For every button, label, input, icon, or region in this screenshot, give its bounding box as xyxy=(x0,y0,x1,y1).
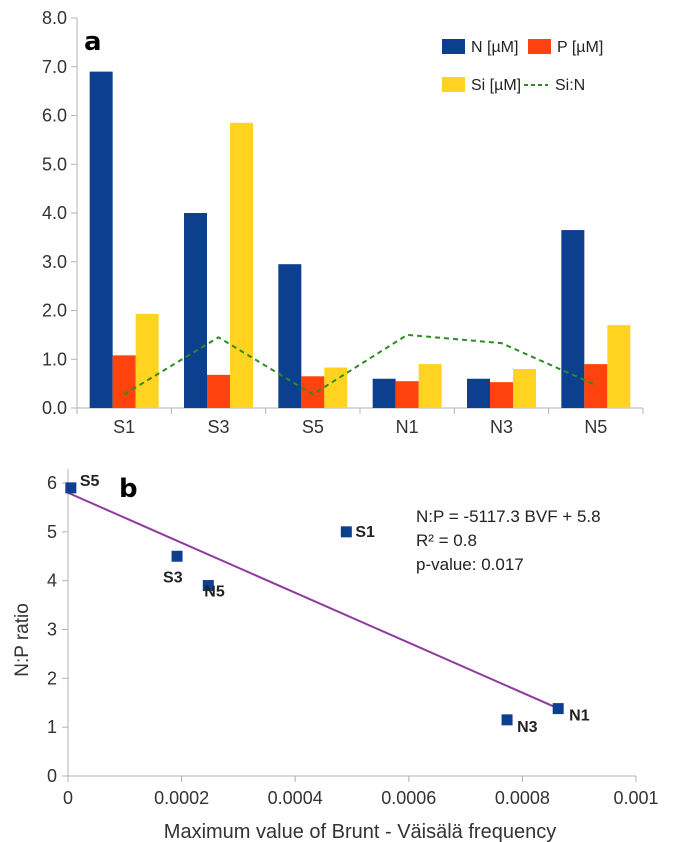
bar-N3-1 xyxy=(490,382,513,408)
y-tick-label: 2.0 xyxy=(42,301,67,321)
x-tick-label: S3 xyxy=(207,417,229,437)
y-tick-label: 4 xyxy=(47,571,57,591)
panel-b-regression-annotation: N:P = -5117.3 BVF + 5.8 R² = 0.8 p-value: … xyxy=(416,507,601,574)
point-label-S1: S1 xyxy=(355,524,375,541)
y-tick-label: 3.0 xyxy=(42,252,67,272)
bar-S3-2 xyxy=(230,122,253,408)
x-tick-label: N3 xyxy=(490,417,513,437)
point-S5 xyxy=(65,482,77,494)
panel-b-scatter-chart: b S5 S1 S3 N5 N1 N3 0 1 2 3 4 5 6 0 0.0002 0.0004 0.000… xyxy=(12,469,659,842)
panel-b-axes xyxy=(62,469,637,782)
x-tick-label: 0.0002 xyxy=(154,788,209,808)
si-n-ratio-line xyxy=(123,333,597,396)
point-label-N5: N5 xyxy=(204,584,225,601)
y-tick-label: 0.0 xyxy=(42,398,67,418)
legend-swatch-0 xyxy=(442,39,465,54)
x-tick-label: 0.0006 xyxy=(381,788,436,808)
panel-b-points: S5 S1 S3 N5 N1 N3 xyxy=(65,473,590,736)
y-tick-label: 0 xyxy=(47,766,57,786)
panel-a-axes xyxy=(71,17,644,414)
y-tick-label: 5.0 xyxy=(42,154,67,174)
panel-a-ratio-line xyxy=(123,333,597,396)
bar-S1-0 xyxy=(89,71,113,408)
regression-annotation-0: N:P = -5117.3 BVF + 5.8 xyxy=(416,507,601,526)
bar-N5-2 xyxy=(607,325,631,408)
regression-annotation-1: R² = 0.8 xyxy=(416,531,477,550)
legend-label-3: Si:N xyxy=(555,77,585,94)
panel-b-letter: b xyxy=(119,474,138,504)
bar-N3-0 xyxy=(467,378,490,408)
bar-S1-1 xyxy=(112,355,136,408)
point-N1 xyxy=(552,703,564,715)
panel-a-bars xyxy=(89,71,631,408)
y-axis-title: N:P ratio xyxy=(12,603,33,677)
point-label-S3: S3 xyxy=(163,569,183,586)
bar-N1-2 xyxy=(418,364,442,408)
panel-a-tick-labels: 0.0 1.0 2.0 3.0 4.0 5.0 6.0 7.0 8.0 S1 S3 S5 N1 N3 N5 xyxy=(42,8,607,437)
x-tick-label: N5 xyxy=(584,417,607,437)
y-tick-label: 8.0 xyxy=(42,8,67,28)
x-tick-label: 0 xyxy=(63,788,73,808)
x-tick-label: N1 xyxy=(396,417,419,437)
point-N5 xyxy=(202,580,214,592)
x-tick-label: 0.0004 xyxy=(268,788,323,808)
y-tick-label: 2 xyxy=(47,668,57,688)
x-tick-label: S5 xyxy=(302,417,324,437)
point-label-S5: S5 xyxy=(80,473,100,490)
point-label-N1: N1 xyxy=(569,708,590,725)
bar-N5-1 xyxy=(584,364,608,408)
bar-S5-1 xyxy=(301,376,325,408)
panel-b-trendline xyxy=(67,491,560,710)
x-tick-label: S1 xyxy=(113,417,135,437)
legend-label-0: N [µM] xyxy=(471,39,518,56)
panel-a-letter: a xyxy=(84,27,102,57)
bar-S5-2 xyxy=(324,367,348,408)
bar-S5-0 xyxy=(278,264,302,408)
y-tick-label: 1.0 xyxy=(42,349,67,369)
bar-S3-0 xyxy=(184,213,207,408)
y-tick-label: 6 xyxy=(47,473,57,493)
panel-a-legend: N [µM] P [µM] Si [µM] Si:N xyxy=(442,39,603,94)
legend-swatch-1 xyxy=(528,39,551,54)
x-axis-title: Maximum value of Brunt - Väisälä frequen… xyxy=(164,821,556,842)
y-tick-label: 6.0 xyxy=(42,106,67,126)
legend-label-1: P [µM] xyxy=(557,39,603,56)
panel-b-tick-labels: 0 1 2 3 4 5 6 0 0.0002 0.0004 0.0006 0.0008 0.001 xyxy=(47,473,659,808)
y-tick-label: 7.0 xyxy=(42,57,67,77)
bar-N1-1 xyxy=(395,381,419,408)
y-tick-label: 1 xyxy=(47,717,57,737)
y-tick-label: 4.0 xyxy=(42,203,67,223)
y-tick-label: 5 xyxy=(47,522,57,542)
bar-N5-0 xyxy=(561,230,585,408)
point-S3 xyxy=(171,550,183,562)
point-S1 xyxy=(340,526,352,538)
regression-line xyxy=(67,491,560,710)
x-tick-label: 0.0008 xyxy=(495,788,550,808)
bar-N3-2 xyxy=(513,369,536,408)
legend-label-2: Si [µM] xyxy=(471,77,521,94)
point-N3 xyxy=(501,714,513,726)
bar-S3-1 xyxy=(207,374,230,408)
regression-annotation-2: p-value: 0.017 xyxy=(416,555,524,574)
bar-N1-0 xyxy=(372,378,396,408)
x-tick-label: 0.001 xyxy=(613,788,658,808)
y-tick-label: 3 xyxy=(47,620,57,640)
bar-S1-2 xyxy=(135,313,159,408)
legend-swatch-2 xyxy=(442,77,465,92)
point-label-N3: N3 xyxy=(517,719,538,736)
panel-a-bar-chart: a 0.0 1.0 2.0 3.0 4.0 5.0 6.0 7.0 8.0 S1 S3 S5 N1 N3 N… xyxy=(42,8,644,437)
